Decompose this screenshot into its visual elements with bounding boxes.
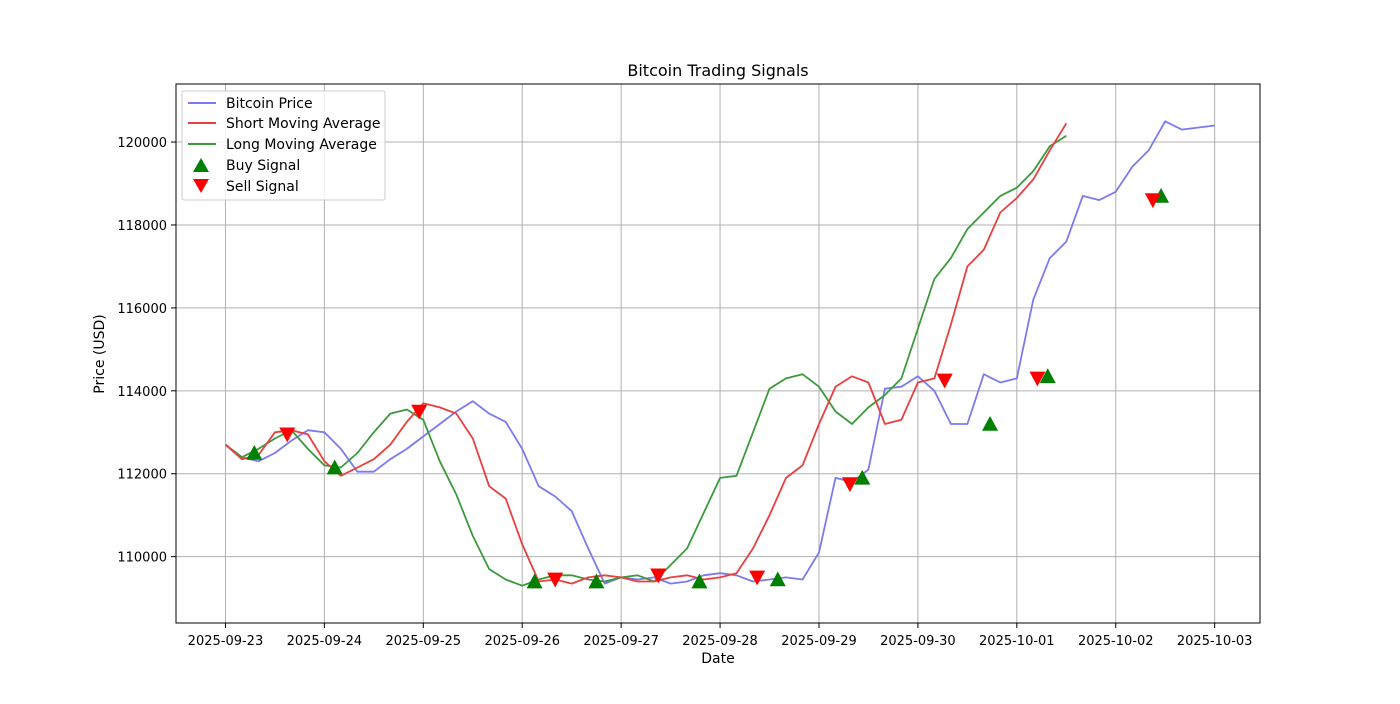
buy-signal-marker (691, 573, 708, 589)
x-tick-label: 2025-10-03 (1177, 634, 1253, 649)
y-tick-label: 110000 (117, 551, 167, 566)
x-tick-label: 2025-10-02 (1078, 634, 1154, 649)
x-tick-label: 2025-09-27 (583, 634, 659, 649)
sell-signal-marker (547, 572, 564, 588)
sell-signal-marker (749, 570, 766, 586)
x-axis-label: Date (701, 651, 734, 667)
sell-signal-marker (411, 404, 428, 420)
sell-signal-marker (279, 427, 296, 443)
sell-signal-marker (936, 373, 953, 389)
buy-signal-marker (526, 573, 543, 589)
legend-buy-swatch (193, 158, 209, 172)
legend: Bitcoin Price Short Moving Average Long … (181, 90, 386, 201)
x-tick-label: 2025-09-30 (880, 634, 956, 649)
buy-signal-marker (326, 459, 343, 475)
sell-signal-marker (1144, 193, 1161, 209)
sell-signal-marker (841, 477, 858, 493)
buy-signal-marker (588, 573, 605, 589)
legend-price-label: Bitcoin Price (226, 96, 313, 112)
signal-markers (246, 187, 1170, 589)
sell-signal-marker (650, 568, 667, 584)
legend-sell-swatch (193, 179, 209, 193)
grid (176, 84, 1260, 623)
legend-long-ma-label: Long Moving Average (226, 137, 377, 153)
x-tick-label: 2025-09-25 (386, 634, 462, 649)
legend-sell-label: Sell Signal (226, 179, 299, 195)
x-tick-label: 2025-10-01 (979, 634, 1055, 649)
y-tick-label: 118000 (117, 219, 167, 234)
x-tick-label: 2025-09-23 (188, 634, 264, 649)
y-axis: 110000 112000 114000 116000 118000 120000 (117, 136, 176, 566)
series-layer (224, 120, 1215, 587)
y-tick-label: 114000 (117, 385, 167, 400)
y-axis-label: Price (USD) (92, 314, 108, 393)
long-ma-line (224, 135, 1067, 587)
x-tick-label: 2025-09-28 (682, 634, 758, 649)
buy-signal-marker (982, 415, 999, 431)
buy-signal-marker (1039, 368, 1056, 384)
y-tick-label: 120000 (117, 136, 167, 151)
legend-buy-label: Buy Signal (226, 158, 300, 174)
y-tick-label: 116000 (117, 302, 167, 317)
buy-signal-marker (246, 445, 263, 460)
legend-box (181, 90, 386, 201)
legend-short-ma-label: Short Moving Average (226, 116, 381, 132)
y-tick-label: 112000 (117, 468, 167, 483)
x-axis: 2025-09-23 2025-09-24 2025-09-25 2025-09-26… (188, 623, 1253, 649)
x-tick-label: 2025-09-24 (287, 634, 363, 649)
x-tick-label: 2025-09-29 (781, 634, 857, 649)
sell-signal-marker (1029, 371, 1046, 387)
x-tick-label: 2025-09-26 (484, 634, 560, 649)
buy-signal-marker (769, 571, 786, 587)
buy-signal-marker (854, 469, 871, 485)
chart-title: Bitcoin Trading Signals (627, 61, 808, 80)
short-ma-line (224, 122, 1068, 585)
plot-frame (175, 83, 1261, 624)
price-line (224, 120, 1215, 585)
